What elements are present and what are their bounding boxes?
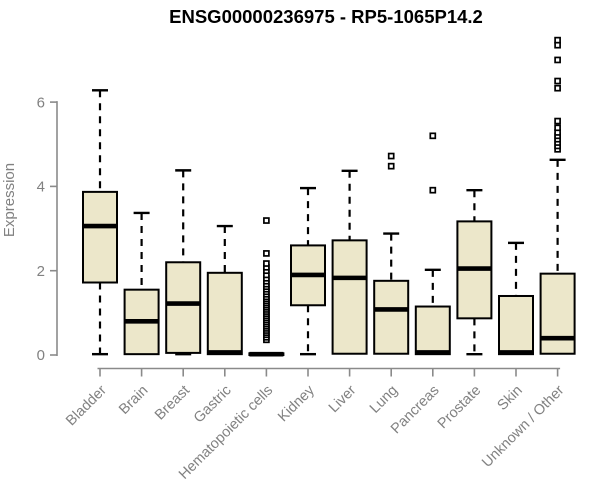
box [206,271,243,356]
y-tick-label: 0 [37,347,45,364]
y-tick-label: 2 [37,263,45,280]
x-category-label: Prostate [435,383,484,432]
boxplot-liver [331,169,368,355]
outlier-point [554,36,561,44]
outlier-point [263,217,270,224]
chart-title: ENSG00000236975 - RP5-1065P14.2 [169,6,483,27]
outlier-point [554,84,561,92]
boxplot-unknown-other [539,36,576,355]
x-category-label: Bladder [63,382,110,429]
outlier-point [554,124,561,132]
x-category-label: Breast [152,383,193,424]
boxplot-bladder [82,89,118,356]
boxplot-kidney [290,186,326,356]
outlier-point [429,186,437,194]
boxplot-hematopoietic-cells [248,217,285,357]
outlier-point [263,260,270,267]
box [82,190,118,284]
outlier-point [263,250,270,257]
box [414,305,451,356]
outlier-point [429,132,437,140]
x-category-label: Kidney [275,382,318,425]
outlier-point [554,77,561,85]
outlier-point [554,117,561,125]
x-category-label: Lung [367,383,401,417]
boxplot-brain [123,211,160,356]
boxplot-skin [498,241,534,356]
y-tick-label: 4 [37,179,45,196]
boxplot-gastric [206,224,243,356]
x-category-label: Liver [326,382,360,416]
outlier-point [387,152,395,160]
outlier-point [387,162,395,170]
y-axis-label: Expression [1,163,18,237]
y-tick-label: 6 [37,94,45,111]
box [373,279,410,355]
x-category-label: Skin [495,383,526,414]
outlier-point [554,56,561,64]
boxes-layer [82,36,576,357]
box [498,294,534,356]
boxplot-lung [373,152,410,355]
box [331,239,368,355]
box [165,261,202,354]
boxplot-pancreas [414,132,451,356]
boxplot-prostate [456,188,493,356]
boxplot-breast [165,169,202,356]
box [539,272,576,355]
x-category-label: Brain [116,383,151,418]
